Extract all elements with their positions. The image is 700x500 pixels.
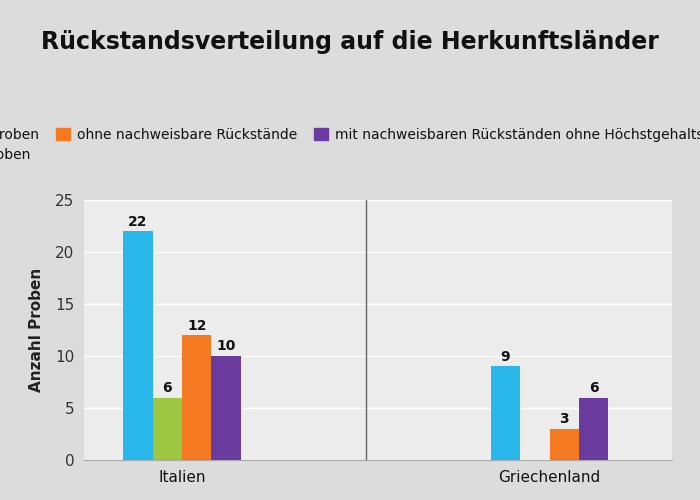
Bar — [211, 356, 241, 460]
Text: 22: 22 — [128, 214, 148, 228]
Text: 3: 3 — [559, 412, 569, 426]
Text: Rückstandsverteilung auf die Herkunftsländer: Rückstandsverteilung auf die Herkunftslä… — [41, 30, 659, 54]
Text: 12: 12 — [187, 318, 206, 332]
Text: 9: 9 — [500, 350, 510, 364]
Bar — [550, 429, 579, 460]
Bar — [182, 335, 211, 460]
Text: 6: 6 — [589, 381, 598, 395]
Bar — [153, 398, 182, 460]
Text: 6: 6 — [162, 381, 172, 395]
Bar — [579, 398, 608, 460]
Bar — [123, 231, 153, 460]
Y-axis label: Anzahl Proben: Anzahl Proben — [29, 268, 44, 392]
Bar — [491, 366, 520, 460]
Text: 10: 10 — [216, 340, 236, 353]
Legend: Anzahl der Proben, davon Bioproben, ohne nachweisbare Rückstände, mit nachweisba: Anzahl der Proben, davon Bioproben, ohne… — [0, 128, 700, 162]
